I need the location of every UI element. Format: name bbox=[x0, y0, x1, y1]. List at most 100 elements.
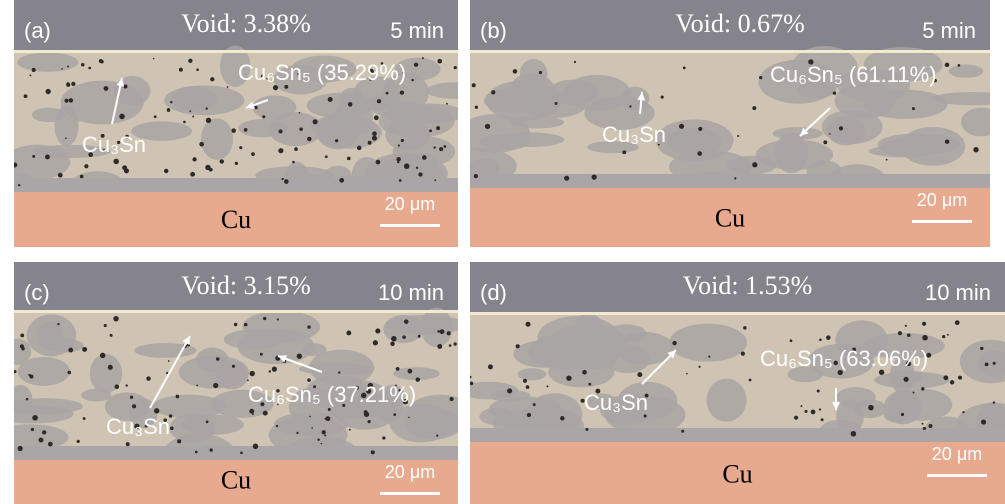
void bbox=[398, 145, 400, 147]
void bbox=[422, 155, 427, 160]
void bbox=[800, 405, 802, 407]
void bbox=[404, 319, 409, 324]
void bbox=[439, 147, 443, 151]
void bbox=[404, 163, 410, 169]
void bbox=[981, 420, 986, 425]
void bbox=[523, 379, 527, 383]
void bbox=[962, 411, 964, 413]
void bbox=[374, 115, 379, 120]
void bbox=[588, 383, 591, 386]
void bbox=[958, 64, 961, 67]
void bbox=[921, 387, 924, 390]
void bbox=[402, 335, 406, 339]
void bbox=[947, 334, 949, 336]
void bbox=[488, 364, 493, 369]
void bbox=[324, 435, 326, 437]
cu3sn-region bbox=[253, 95, 297, 120]
void bbox=[249, 409, 254, 414]
void bbox=[436, 126, 440, 130]
void bbox=[64, 99, 68, 103]
void bbox=[985, 362, 989, 366]
void bbox=[672, 341, 676, 345]
void bbox=[414, 63, 418, 67]
void bbox=[113, 316, 118, 321]
scale-bar bbox=[912, 220, 972, 223]
void bbox=[284, 85, 288, 89]
void bbox=[454, 66, 457, 69]
void bbox=[297, 353, 302, 358]
panel-label: (b) bbox=[480, 18, 507, 43]
micrograph-panel: (d)Void: 1.53%10 minCu₆Sn₅ (63.06%)Cu₃Sn… bbox=[459, 262, 1005, 504]
void bbox=[176, 395, 180, 399]
cu3sn-region bbox=[385, 119, 430, 151]
void bbox=[679, 124, 684, 129]
void bbox=[364, 412, 369, 417]
void bbox=[346, 331, 351, 336]
void bbox=[698, 127, 702, 131]
void bbox=[239, 146, 242, 149]
cu3sn-region bbox=[667, 131, 694, 152]
void bbox=[566, 375, 571, 380]
void bbox=[45, 154, 50, 159]
void bbox=[922, 322, 926, 326]
interface-band bbox=[470, 174, 990, 188]
void bbox=[292, 161, 295, 164]
cu3sn-region bbox=[727, 156, 777, 175]
void bbox=[391, 336, 397, 342]
void-fraction: Void: 1.53% bbox=[683, 271, 813, 300]
cu3sn-region bbox=[775, 133, 809, 173]
top-line bbox=[14, 50, 458, 53]
cu3sn-region bbox=[961, 108, 1002, 137]
void bbox=[945, 63, 950, 68]
void bbox=[179, 68, 183, 72]
top-line bbox=[14, 310, 458, 313]
void bbox=[348, 102, 353, 107]
void bbox=[195, 451, 198, 454]
void bbox=[307, 137, 312, 142]
void bbox=[190, 172, 195, 177]
void bbox=[386, 92, 389, 95]
void bbox=[269, 370, 271, 372]
void bbox=[376, 160, 381, 165]
substrate-label: Cu bbox=[715, 203, 745, 232]
void bbox=[737, 135, 739, 137]
phase-label: Cu₃Sn bbox=[584, 390, 648, 415]
void bbox=[29, 74, 31, 76]
void bbox=[958, 376, 962, 380]
void bbox=[252, 413, 254, 415]
void-fraction: Void: 3.38% bbox=[181, 9, 311, 38]
void bbox=[227, 86, 229, 88]
void bbox=[110, 334, 113, 337]
void bbox=[759, 76, 762, 79]
void bbox=[913, 392, 915, 394]
void bbox=[829, 133, 831, 135]
void bbox=[45, 89, 50, 94]
void bbox=[199, 142, 204, 147]
interface-band bbox=[14, 178, 458, 192]
void bbox=[317, 438, 319, 440]
time: 5 min bbox=[390, 18, 444, 43]
void bbox=[42, 430, 46, 434]
void bbox=[418, 335, 421, 338]
void bbox=[296, 432, 298, 434]
void bbox=[943, 375, 948, 380]
void bbox=[622, 150, 626, 154]
void bbox=[475, 106, 478, 109]
scale-label: 20 μm bbox=[385, 194, 435, 214]
void bbox=[437, 344, 442, 349]
void bbox=[447, 331, 451, 335]
void bbox=[100, 353, 105, 358]
void bbox=[61, 68, 63, 70]
void bbox=[322, 430, 326, 434]
void bbox=[335, 139, 338, 142]
void bbox=[629, 105, 631, 107]
void bbox=[973, 147, 978, 152]
void bbox=[945, 139, 949, 143]
void bbox=[980, 347, 983, 350]
cu3sn-region bbox=[900, 127, 965, 166]
interface-band bbox=[470, 428, 1005, 442]
void bbox=[907, 333, 911, 337]
void bbox=[188, 59, 192, 63]
void bbox=[592, 174, 597, 179]
void bbox=[485, 124, 490, 129]
